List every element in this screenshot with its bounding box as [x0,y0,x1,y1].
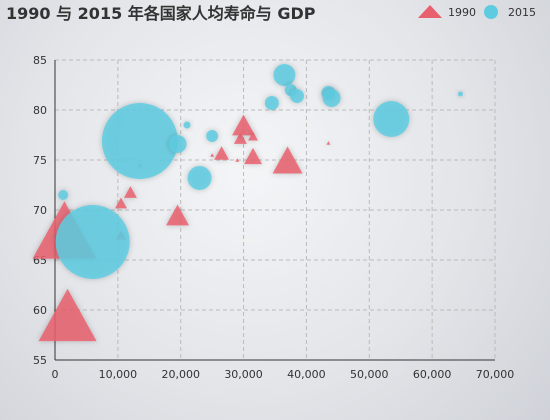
legend-circle-icon[interactable] [484,5,498,19]
point-1990[interactable] [232,114,256,136]
x-tick-label: 50,000 [350,368,389,381]
point-1990[interactable] [272,146,303,174]
x-tick-label: 40,000 [287,368,326,381]
point-1990[interactable] [326,141,331,145]
x-tick-label: 70,000 [476,368,515,381]
point-2015[interactable] [264,96,279,110]
point-1990[interactable] [248,131,258,141]
y-tick-label: 60 [33,304,47,317]
y-tick-label: 80 [33,104,47,117]
grid [55,59,496,360]
point-1990[interactable] [115,197,127,209]
y-tick-label: 70 [33,204,47,217]
x-tick-label: 10,000 [99,368,138,381]
point-2015[interactable] [168,135,187,153]
point-2015[interactable] [290,89,304,103]
legend-triangle-icon[interactable] [418,5,442,18]
x-tick-label: 60,000 [413,368,452,381]
chart-title: 1990 与 2015 年各国家人均寿命与 GDP [6,4,316,23]
point-2015[interactable] [58,190,69,200]
y-tick-label: 75 [33,154,47,167]
point-2015[interactable] [101,103,178,179]
point-2015[interactable] [322,89,341,107]
point-1990[interactable] [214,146,230,160]
x-tick-label: 0 [52,368,59,381]
x-tick-label: 30,000 [224,368,263,381]
point-1990[interactable] [38,288,97,342]
point-1990[interactable] [244,147,262,165]
point-1990[interactable] [166,204,190,226]
legend[interactable]: 1990 2015 [418,5,536,19]
point-1990[interactable] [210,153,215,157]
point-1990[interactable] [123,186,137,198]
point-1990[interactable] [235,158,240,162]
point-2015[interactable] [206,130,219,142]
point-2015[interactable] [183,121,191,129]
point-2015[interactable] [457,91,463,97]
axes: 0 10,000 20,000 30,000 40,000 50,000 60,000 70,… [33,54,514,381]
legend-label[interactable]: 1990 [448,6,476,19]
point-2015[interactable] [55,205,130,279]
y-tick-label: 55 [33,354,47,367]
y-tick-label: 85 [33,54,47,67]
marks [32,64,463,342]
point-1990[interactable] [233,132,247,144]
point-2015[interactable] [373,101,410,137]
x-tick-label: 20,000 [161,368,200,381]
point-2015[interactable] [187,166,212,190]
point-2015[interactable] [273,64,296,86]
legend-label[interactable]: 2015 [508,6,536,19]
